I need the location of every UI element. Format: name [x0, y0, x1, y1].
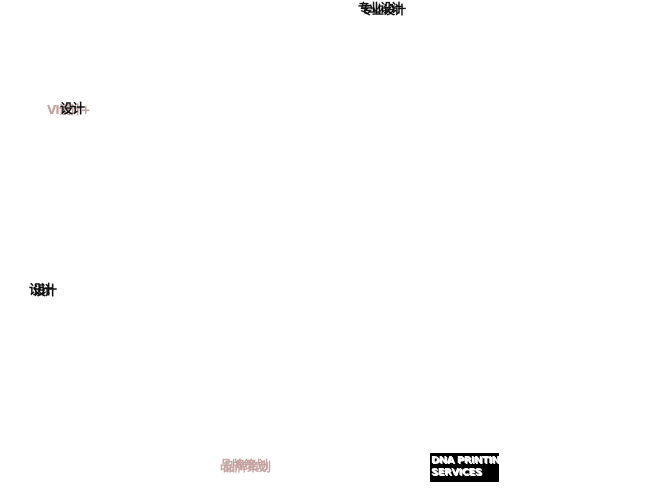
- top-title-text: 专业设计 专业设计: [358, 1, 406, 17]
- logo-line-1: DNA PRINTING DNA PRINTING: [431, 455, 509, 467]
- logo-line-2: SERVICES SERVICES: [431, 467, 499, 479]
- dna-printing-logo-box: DNA PRINTING DNA PRINTING SERVICES SERVI…: [430, 453, 509, 482]
- logo-line-2-shift: SERVICES: [432, 468, 483, 479]
- vi-design-pink-text: VI设计+: [47, 103, 91, 117]
- vi-design-label: VI设计+ 设计: [47, 102, 91, 117]
- left-label-layer-base: 设计: [29, 283, 53, 298]
- top-title-layer-base: 专业设计: [358, 1, 403, 15]
- brand-planning-label: 品牌策划 品牌策划: [220, 458, 272, 474]
- brand-planning-layer-shift: 品牌策划: [223, 460, 272, 474]
- logo-line-1-base: DNA PRINTING: [431, 455, 508, 466]
- top-title-layer-shift: 专业设计: [361, 3, 406, 17]
- left-label-text: 设计 设计: [29, 283, 57, 298]
- brand-planning-layer-base: 品牌策划: [220, 458, 269, 472]
- logo-line-1-shift: DNA PRINTING: [432, 456, 509, 467]
- logo-line-2-base: SERVICES: [431, 467, 482, 478]
- left-label-layer-shift: 设计: [33, 284, 57, 299]
- vi-design-dark-overlay-text: 设计: [60, 102, 85, 117]
